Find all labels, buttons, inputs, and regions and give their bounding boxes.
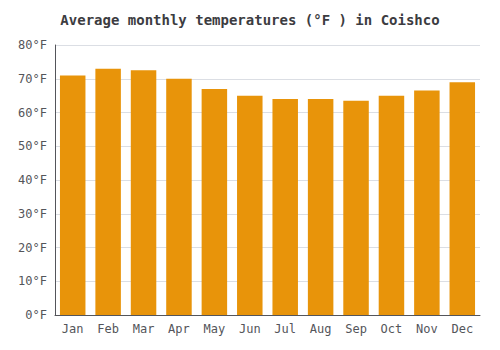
svg-text:Apr: Apr — [168, 322, 190, 336]
svg-text:Jul: Jul — [274, 322, 296, 336]
svg-text:40°F: 40°F — [18, 173, 47, 187]
svg-text:10°F: 10°F — [18, 274, 47, 288]
svg-text:May: May — [204, 322, 226, 336]
svg-text:0°F: 0°F — [25, 308, 47, 322]
svg-text:Jun: Jun — [239, 322, 261, 336]
svg-text:Mar: Mar — [133, 322, 155, 336]
svg-text:Dec: Dec — [451, 322, 473, 336]
svg-text:Jan: Jan — [62, 322, 84, 336]
svg-text:Oct: Oct — [381, 322, 403, 336]
svg-text:Sep: Sep — [345, 322, 367, 336]
svg-text:60°F: 60°F — [18, 106, 47, 120]
svg-text:Feb: Feb — [97, 322, 119, 336]
svg-text:30°F: 30°F — [18, 207, 47, 221]
svg-text:70°F: 70°F — [18, 72, 47, 86]
svg-text:Nov: Nov — [416, 322, 438, 336]
svg-text:50°F: 50°F — [18, 139, 47, 153]
svg-text:Aug: Aug — [310, 322, 332, 336]
svg-text:20°F: 20°F — [18, 241, 47, 255]
svg-text:80°F: 80°F — [18, 38, 47, 52]
svg-text:Average monthly temperatures (: Average monthly temperatures (°F ) in Co… — [60, 12, 439, 28]
